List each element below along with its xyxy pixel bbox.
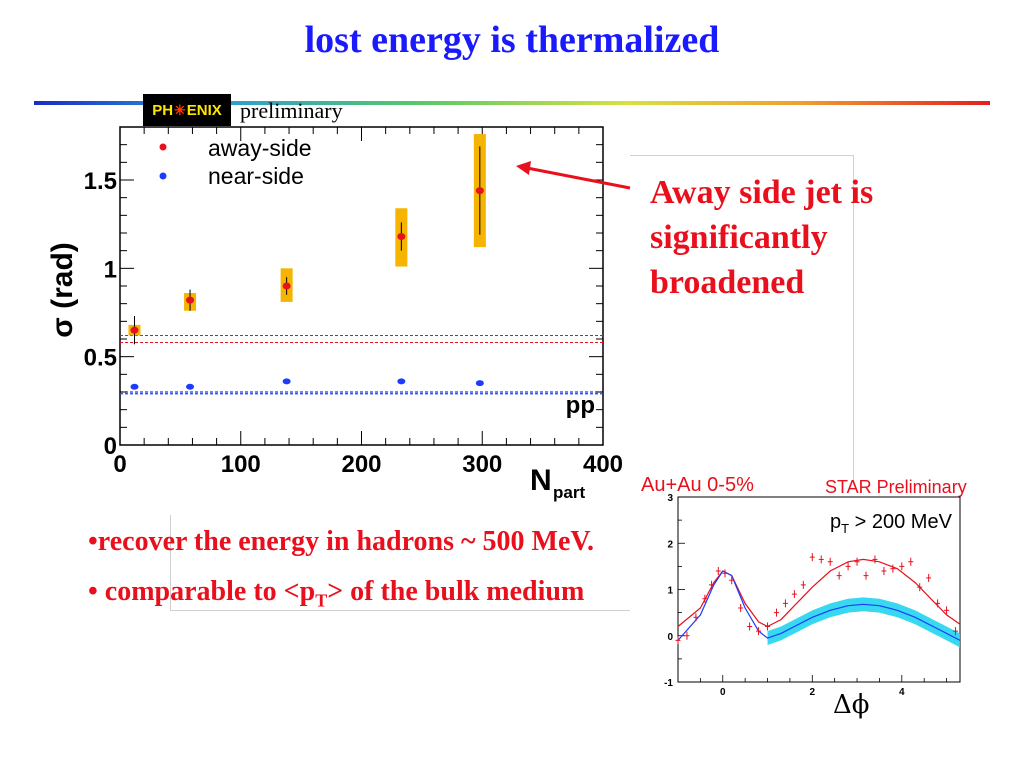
star-y-tick-label: 3 — [667, 493, 673, 504]
x-tick-label: 300 — [462, 451, 502, 478]
y-tick-label: 0 — [104, 433, 117, 460]
away-point — [186, 296, 195, 304]
legend-away-marker — [159, 143, 167, 151]
y-axis-title: σ (rad) — [46, 242, 79, 338]
bullet-energy-recovery: •recover the energy in hadrons ~ 500 MeV… — [88, 526, 595, 557]
preliminary-label: preliminary — [240, 98, 343, 123]
legend-away-label: away-side — [208, 135, 312, 161]
callout-frame-right — [853, 155, 854, 485]
logo-text-left: PH — [152, 101, 174, 119]
near-point — [186, 383, 195, 390]
star-y-tick-label: -1 — [664, 678, 673, 689]
pt-post: > 200 MeV — [849, 511, 952, 533]
bullet-bulk-medium: • comparable to <pT> of the bulk medium — [88, 574, 608, 619]
title-underline — [34, 101, 990, 105]
phenix-logo: PH ✳ ENIX — [143, 94, 231, 126]
bullet-frame-left — [170, 515, 171, 611]
pt-p: p — [830, 511, 842, 533]
logo-text-right: ENIX — [186, 101, 222, 119]
star-preliminary-label: STAR Preliminary — [825, 477, 967, 497]
star-centrality-label: Au+Au 0-5% — [641, 474, 754, 496]
bullet2-sub: T — [315, 590, 328, 611]
star-x-tick-label: 4 — [899, 687, 905, 698]
x-tick-label: 200 — [341, 451, 381, 478]
y-tick-label: 1.5 — [84, 168, 117, 195]
away-side-callout: Away side jet is significantly broadened — [650, 174, 874, 301]
star-y-tick-label: 1 — [667, 586, 673, 597]
x-tick-label: 100 — [221, 451, 261, 478]
y-tick-label: 1 — [104, 256, 117, 283]
near-point — [282, 378, 291, 385]
x-tick-label: 0 — [113, 451, 126, 478]
x-tick-label: 400 — [583, 451, 623, 478]
bullet-list: •recover the energy in hadrons ~ 500 MeV… — [88, 524, 608, 633]
pt-sub: T — [841, 521, 850, 536]
legend-near-label: near-side — [208, 163, 304, 189]
near-point — [130, 383, 139, 390]
star-blue-curve — [677, 570, 961, 641]
away-point — [130, 326, 139, 334]
slide-title: lost energy is thermalized — [304, 19, 720, 61]
star-y-tick-label: 0 — [667, 632, 673, 643]
bullet2-post: > of the bulk medium — [327, 576, 585, 607]
x-axis-title-sub: part — [553, 483, 585, 502]
pp-label: pp — [566, 392, 595, 419]
star-x-tick-label: 0 — [720, 687, 726, 698]
callout-arrow-line — [526, 166, 631, 190]
bullet2-pre: • comparable to <p — [88, 576, 316, 607]
y-tick-label: 0.5 — [84, 345, 117, 372]
legend-near-marker — [159, 172, 167, 180]
logo-star-icon: ✳ — [174, 101, 186, 118]
star-plot-frame — [677, 496, 961, 683]
star-pt-cut-label: pT > 200 MeV — [830, 511, 952, 536]
away-point — [397, 233, 406, 241]
star-x-tick-label: 2 — [810, 687, 816, 698]
star-model-band — [767, 597, 960, 648]
star-y-tick-label: 2 — [667, 539, 673, 550]
callout-arrowhead-icon — [516, 161, 531, 175]
near-point — [397, 378, 406, 385]
away-point — [282, 282, 291, 290]
away-point — [475, 187, 484, 195]
x-axis-title: N — [530, 464, 552, 497]
near-point — [475, 380, 484, 387]
star-x-axis-label: Δϕ — [833, 690, 870, 720]
bullet-frame-bottom — [170, 610, 630, 611]
callout-frame-top — [630, 155, 854, 156]
